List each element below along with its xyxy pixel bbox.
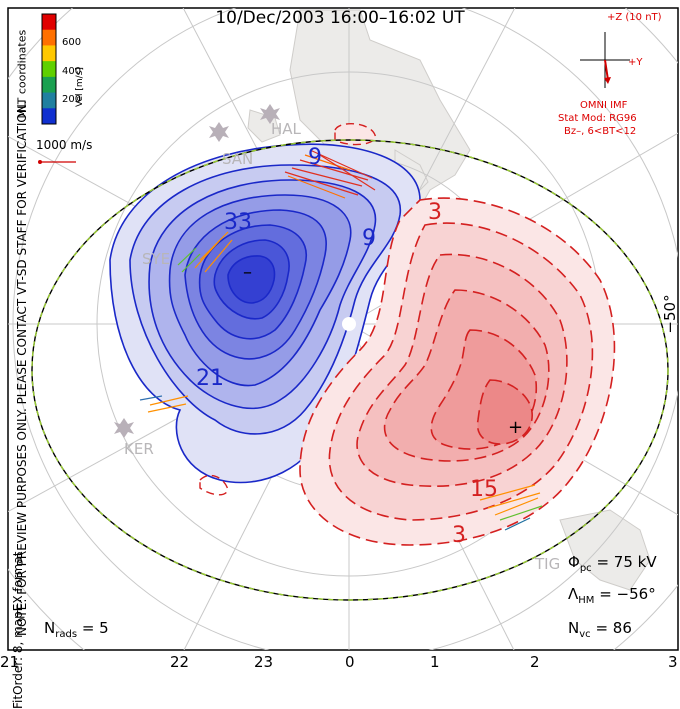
- positive-potential-cell: [299, 197, 616, 546]
- radar-count: Nrads = 5: [44, 619, 109, 640]
- vel-tick-200: 200: [62, 94, 82, 105]
- contour-label-neg-33: 33: [224, 210, 252, 235]
- imf-source-label: OMNI IMF: [580, 100, 628, 111]
- station-label-san: SAN: [222, 150, 254, 168]
- station-label-hal: HAL: [271, 120, 301, 138]
- color-bar-segment: [42, 108, 56, 125]
- negative-potential-cell: [109, 143, 421, 484]
- imf-z-label: +Z (10 nT): [607, 12, 662, 23]
- color-bar-segment: [42, 29, 56, 46]
- color-bar-segment: [42, 76, 56, 94]
- mlt-tick-21: 21: [0, 653, 20, 671]
- hm-boundary-latitude: ΛHM = −56°: [568, 585, 656, 606]
- potential-maximum-marker: +: [508, 417, 524, 438]
- scale-vector-label: 1000 m/s: [36, 138, 93, 152]
- contour-label-neg-21: 21: [196, 366, 224, 391]
- velocity-color-bar: [41, 13, 57, 125]
- station-label-sye: SYE: [142, 250, 171, 268]
- mlt-tick-23: 23: [254, 653, 274, 671]
- mlt-tick-1: 1: [430, 653, 440, 671]
- vel-tick-400: 400: [62, 66, 82, 77]
- vel-tick-600: 600: [62, 37, 82, 48]
- contour-label-neg-9-top: 9: [308, 145, 322, 170]
- color-bar-segment: [42, 45, 56, 62]
- coords-label: MLT coordinates: [15, 29, 29, 119]
- contour-label-pos-3: 3: [452, 523, 466, 548]
- plot-frame: [7, 7, 679, 651]
- heppner-maynard-boundary-dash: [31, 139, 669, 601]
- convection-map: [7, 7, 679, 651]
- station-label-tig: TIG: [535, 555, 561, 573]
- imf-condition-label: Bz–, 6<BT<12: [564, 126, 637, 137]
- color-bar-outline: [41, 13, 57, 125]
- latitude-label: −50°: [661, 294, 679, 334]
- stat-model-label: Stat Mod: RG96: [558, 113, 637, 124]
- contour-label-pos-3-top: 3: [428, 200, 442, 225]
- color-bar-segment: [42, 61, 56, 78]
- station-markers: [114, 104, 280, 438]
- imf-dial: [580, 32, 630, 88]
- magnetic-pole: [342, 317, 356, 331]
- mlt-tick-2: 2: [530, 653, 540, 671]
- color-bar-segment: [42, 14, 56, 31]
- vector-count: Nvc = 86: [568, 619, 632, 640]
- cross-polar-potential: Φpc = 75 kV: [568, 553, 657, 574]
- potential-minimum-marker: –: [243, 262, 252, 283]
- station-label-ker: KER: [124, 440, 154, 458]
- color-bar-segment: [42, 92, 56, 109]
- fit-order-note: FitOrder: 8, mapEX format: [11, 551, 25, 709]
- scale-vector: [38, 160, 76, 164]
- map-title: 10/Dec/2003 16:00–16:02 UT: [215, 8, 465, 28]
- contour-label-neg-9: 9: [362, 226, 376, 251]
- mlt-tick-3: 3: [668, 653, 678, 671]
- mlt-tick-22: 22: [170, 653, 190, 671]
- mlt-tick-0: 0: [345, 653, 355, 671]
- contour-label-pos-15: 15: [470, 477, 498, 502]
- velocity-vectors: [139, 149, 543, 531]
- imf-y-label: +Y: [628, 57, 643, 68]
